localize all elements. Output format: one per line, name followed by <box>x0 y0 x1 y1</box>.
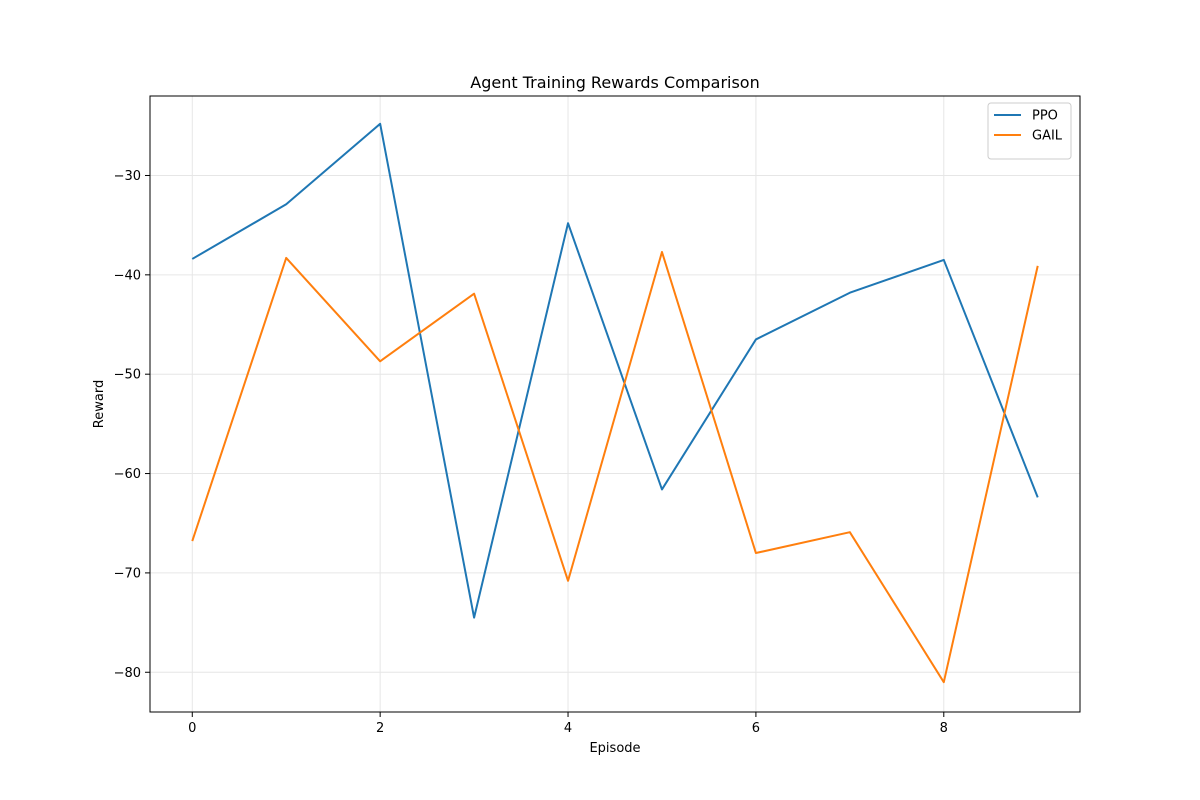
legend-label-ppo: PPO <box>1032 109 1058 124</box>
y-tick-label: −70 <box>114 566 141 581</box>
series-line-gail <box>191 250 1039 684</box>
y-tick-label: −50 <box>114 368 141 383</box>
x-tick-label: 8 <box>940 721 948 736</box>
y-axis: −80 −70 −60 −50 −40 −30 <box>114 169 150 681</box>
x-tick-label: 4 <box>564 721 572 736</box>
series-line-ppo <box>191 122 1039 619</box>
x-tick-label: 2 <box>376 721 384 736</box>
x-axis: 0 2 4 6 8 <box>188 712 948 736</box>
x-axis-label: Episode <box>589 741 640 756</box>
legend-box <box>987 102 1072 160</box>
y-tick-label: −80 <box>114 666 141 681</box>
plot-area-frame <box>149 95 1081 713</box>
x-tick-label: 6 <box>752 721 760 736</box>
y-axis-label: Reward <box>92 380 107 428</box>
series-lines <box>191 122 1039 684</box>
chart-title: Agent Training Rewards Comparison <box>470 73 759 92</box>
legend-label-gail: GAIL <box>1032 129 1063 144</box>
legend: PPO GAIL <box>987 102 1072 160</box>
grid-lines <box>150 96 1080 712</box>
y-tick-label: −60 <box>114 467 141 482</box>
y-tick-label: −30 <box>114 169 141 184</box>
x-tick-label: 0 <box>188 721 196 736</box>
y-tick-label: −40 <box>114 268 141 283</box>
